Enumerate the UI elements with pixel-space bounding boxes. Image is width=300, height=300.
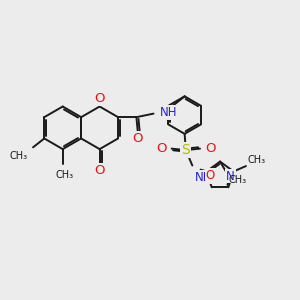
Text: S: S — [182, 143, 190, 157]
Text: NH: NH — [160, 106, 178, 119]
Text: CH₃: CH₃ — [55, 169, 73, 179]
Text: O: O — [94, 164, 105, 177]
Text: O: O — [205, 142, 216, 154]
Text: N: N — [226, 169, 235, 182]
Text: CH₃: CH₃ — [247, 155, 265, 165]
Text: CH₃: CH₃ — [10, 151, 28, 161]
Text: O: O — [133, 132, 143, 145]
Text: NH: NH — [195, 170, 212, 184]
Text: CH₃: CH₃ — [229, 175, 247, 185]
Text: O: O — [156, 142, 166, 154]
Text: O: O — [206, 169, 215, 182]
Text: O: O — [94, 92, 105, 105]
